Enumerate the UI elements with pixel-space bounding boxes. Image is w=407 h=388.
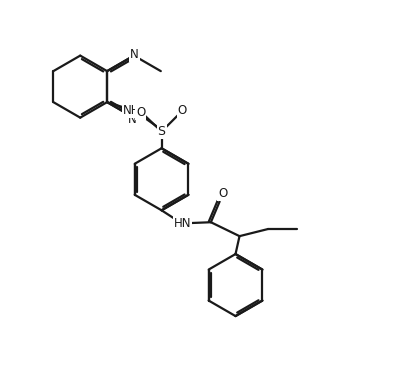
Text: NH: NH xyxy=(123,104,140,118)
Text: N: N xyxy=(130,48,139,61)
Text: HN: HN xyxy=(173,217,191,230)
Text: O: O xyxy=(177,104,187,118)
Text: N: N xyxy=(127,113,136,126)
Text: O: O xyxy=(136,106,146,119)
Text: S: S xyxy=(158,125,166,138)
Text: O: O xyxy=(218,187,228,200)
